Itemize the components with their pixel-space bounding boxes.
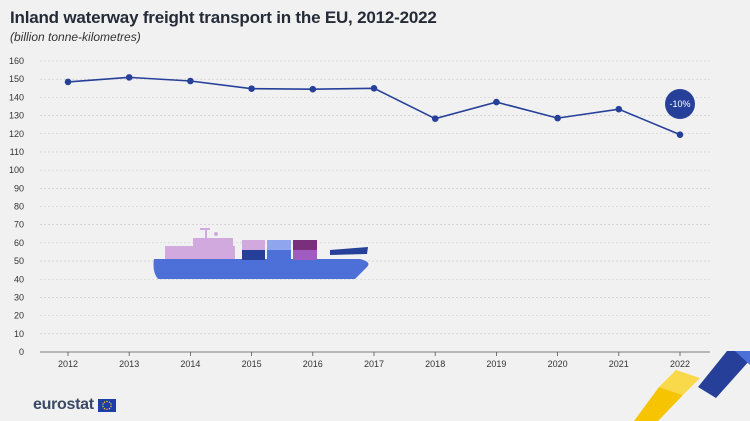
y-tick-label: 0 — [19, 347, 24, 357]
x-tick-label: 2012 — [58, 359, 78, 369]
x-tick-label: 2021 — [609, 359, 629, 369]
corner-chevron-icon — [634, 351, 750, 421]
y-tick-label: 160 — [9, 56, 24, 66]
x-tick-label: 2014 — [180, 359, 200, 369]
data-points — [64, 74, 684, 138]
x-tick-label: 2022 — [670, 359, 690, 369]
y-tick-label: 100 — [9, 165, 24, 175]
change-badge: -10% — [665, 89, 695, 119]
y-tick-label: 60 — [14, 238, 24, 248]
y-axis-ticks: 0 10 20 30 40 50 60 70 80 90 100 110 120 130 140 150 160 — [9, 56, 24, 357]
data-point — [615, 105, 623, 113]
data-point — [676, 131, 684, 138]
y-tick-label: 120 — [9, 129, 24, 139]
data-point — [370, 84, 378, 92]
y-tick-label: 90 — [14, 183, 24, 193]
data-point — [64, 78, 72, 86]
x-tick-label: 2013 — [119, 359, 139, 369]
x-tick-label: 2017 — [364, 359, 384, 369]
y-tick-label: 130 — [9, 111, 24, 121]
data-point — [248, 85, 255, 92]
data-point — [431, 115, 439, 122]
chart-title: Inland waterway freight transport in the… — [10, 8, 437, 27]
data-point — [187, 77, 194, 85]
x-tick-label: 2019 — [486, 359, 506, 369]
y-tick-label: 50 — [14, 256, 24, 266]
y-tick-label: 70 — [14, 220, 24, 230]
x-axis-ticks: 2012 2013 2014 2015 2016 2017 2018 2019 2020 2021… — [58, 352, 690, 369]
y-tick-label: 110 — [10, 147, 24, 157]
x-tick-label: 2020 — [548, 359, 568, 369]
y-tick-label: 10 — [14, 329, 24, 339]
y-tick-label: 140 — [9, 92, 24, 102]
eu-flag-icon — [98, 399, 116, 412]
ship-icon — [153, 228, 369, 279]
data-point — [309, 85, 317, 93]
x-tick-label: 2016 — [303, 359, 323, 369]
x-tick-label: 2018 — [425, 359, 445, 369]
eurostat-logo: eurostat — [33, 396, 94, 413]
data-point — [125, 74, 133, 81]
y-tick-label: 40 — [14, 274, 24, 284]
y-tick-label: 30 — [14, 292, 24, 302]
y-tick-label: 150 — [9, 74, 24, 84]
x-tick-label: 2015 — [242, 359, 262, 369]
y-tick-label: 80 — [14, 202, 24, 212]
grid-lines — [40, 60, 710, 353]
chart-subtitle: (billion tonne-kilometres) — [10, 30, 141, 44]
data-point — [554, 114, 561, 122]
y-tick-label: 20 — [14, 311, 24, 321]
change-badge-label: -10% — [669, 99, 690, 109]
data-point — [493, 98, 500, 106]
